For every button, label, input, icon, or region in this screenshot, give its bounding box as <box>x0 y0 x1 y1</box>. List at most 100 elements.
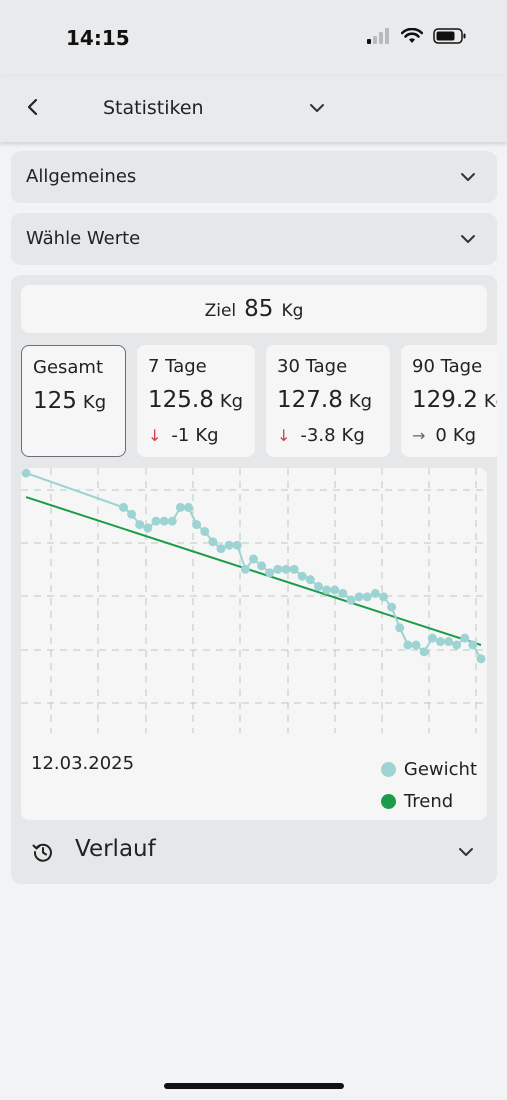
arrow-right-icon: → <box>412 426 426 445</box>
home-indicator <box>164 1083 344 1089</box>
weight-point <box>143 523 153 533</box>
weight-point <box>159 516 169 526</box>
status-bar: 14:15 <box>0 0 507 76</box>
weight-point <box>305 575 315 585</box>
chart-legend: Gewicht Trend <box>380 753 477 817</box>
arrow-down-icon: ↓ <box>148 426 162 445</box>
card-90-days[interactable]: 90 Tage 129.2Kg →0Kg <box>401 345 497 457</box>
legend-dot <box>380 793 396 809</box>
weight-point <box>362 592 372 602</box>
chevron-down-icon <box>459 848 473 856</box>
weight-point <box>208 537 218 547</box>
status-time: 14:15 <box>66 26 130 50</box>
weight-point <box>411 640 421 650</box>
weight-point <box>452 640 462 650</box>
weight-point <box>167 516 177 526</box>
card-delta: → 0 Kg <box>412 425 477 446</box>
weight-point <box>435 637 445 647</box>
weight-chart[interactable]: 12.03.2025 Gewicht Trend <box>21 468 487 820</box>
goal-label: Ziel <box>204 301 237 321</box>
weight-chart-svg <box>21 468 487 733</box>
weight-point <box>232 540 242 550</box>
weight-point <box>175 502 185 512</box>
card-value: 127.8 Kg <box>277 387 373 413</box>
weight-point <box>281 564 291 574</box>
weight-point <box>419 647 429 657</box>
card-value: 125 Kg <box>33 388 107 414</box>
weight-point <box>444 637 453 647</box>
weight-point <box>403 640 413 650</box>
card-value: 125.8 Kg <box>148 387 244 413</box>
card-7-days[interactable]: 7 Tage 125.8 Kg ↓ -1 Kg <box>137 345 255 457</box>
app-bar: Statistiken <box>0 76 507 142</box>
card-total[interactable]: Gesamt 125 Kg <box>21 345 126 457</box>
weight-point <box>224 540 234 550</box>
weight-point <box>476 654 486 664</box>
card-label: Gesamt <box>33 357 104 378</box>
weight-point <box>127 509 137 519</box>
weight-point <box>192 520 202 530</box>
trend-line <box>25 496 482 646</box>
weight-point <box>370 588 380 598</box>
weight-point <box>468 640 478 650</box>
weight-point <box>338 588 348 598</box>
wifi-icon <box>401 28 423 43</box>
history-icon <box>32 843 52 862</box>
weight-point <box>460 633 470 643</box>
card-label: 7 Tage <box>148 356 207 377</box>
weight-point <box>249 554 258 564</box>
chart-start-date: 12.03.2025 <box>31 753 135 774</box>
card-label: 30 Tage <box>277 356 348 377</box>
weight-point <box>346 595 356 605</box>
weight-point <box>200 526 210 536</box>
signal-icon <box>367 28 389 44</box>
goal-value: 85 <box>244 296 274 322</box>
weight-point <box>240 564 250 574</box>
period-cards: Gesamt 125 Kg 7 Tage 125.8 Kg ↓ -1 Kg 30 Tag… <box>21 345 497 457</box>
weight-point <box>184 502 193 512</box>
goal-box: Ziel 85 Kg <box>21 285 487 333</box>
dropdown-label: Wähle Werte <box>26 228 141 249</box>
legend-item-weight: Gewicht <box>380 753 477 785</box>
weight-point <box>216 544 226 554</box>
chevron-down-icon[interactable] <box>307 98 327 118</box>
card-value: 129.2Kg <box>412 387 497 413</box>
dropdown-label: Allgemeines <box>26 166 137 187</box>
card-delta: ↓ -1 Kg <box>148 425 219 446</box>
back-icon[interactable] <box>22 96 44 118</box>
page-title[interactable]: Statistiken <box>103 97 204 119</box>
weight-point <box>21 468 31 478</box>
battery-icon <box>433 28 466 44</box>
dropdown-select-values[interactable]: Wähle Werte <box>11 213 497 265</box>
weight-point <box>265 568 275 578</box>
weight-point <box>297 571 307 581</box>
weight-point <box>289 564 299 574</box>
weight-point <box>395 623 405 633</box>
history-label: Verlauf <box>75 836 156 862</box>
history-section[interactable]: Verlauf <box>11 831 497 883</box>
weight-point <box>387 602 397 612</box>
weight-point <box>322 585 332 595</box>
weight-point <box>119 502 128 512</box>
weight-point <box>314 582 323 592</box>
dropdown-general[interactable]: Allgemeines <box>11 151 497 203</box>
legend-dot <box>380 761 396 777</box>
weight-point <box>273 564 283 574</box>
statistics-panel: Ziel 85 Kg Gesamt 125 Kg 7 Tage 125.8 Kg ↓… <box>11 275 497 884</box>
weight-point <box>330 585 340 595</box>
legend-label: Gewicht <box>403 758 477 780</box>
chevron-down-icon <box>461 173 475 181</box>
weight-point <box>257 561 267 571</box>
arrow-down-icon: ↓ <box>277 426 291 445</box>
card-label: 90 Tage <box>412 356 483 377</box>
legend-item-trend: Trend <box>380 785 477 817</box>
weight-point <box>379 592 388 602</box>
card-delta: ↓ -3.8 Kg <box>277 425 365 446</box>
weight-line <box>25 472 482 660</box>
status-icons <box>367 28 467 44</box>
weight-point <box>135 520 145 530</box>
weight-point <box>354 592 364 602</box>
card-30-days[interactable]: 30 Tage 127.8 Kg ↓ -3.8 Kg <box>266 345 390 457</box>
weight-point <box>427 633 437 643</box>
legend-label: Trend <box>403 790 454 812</box>
